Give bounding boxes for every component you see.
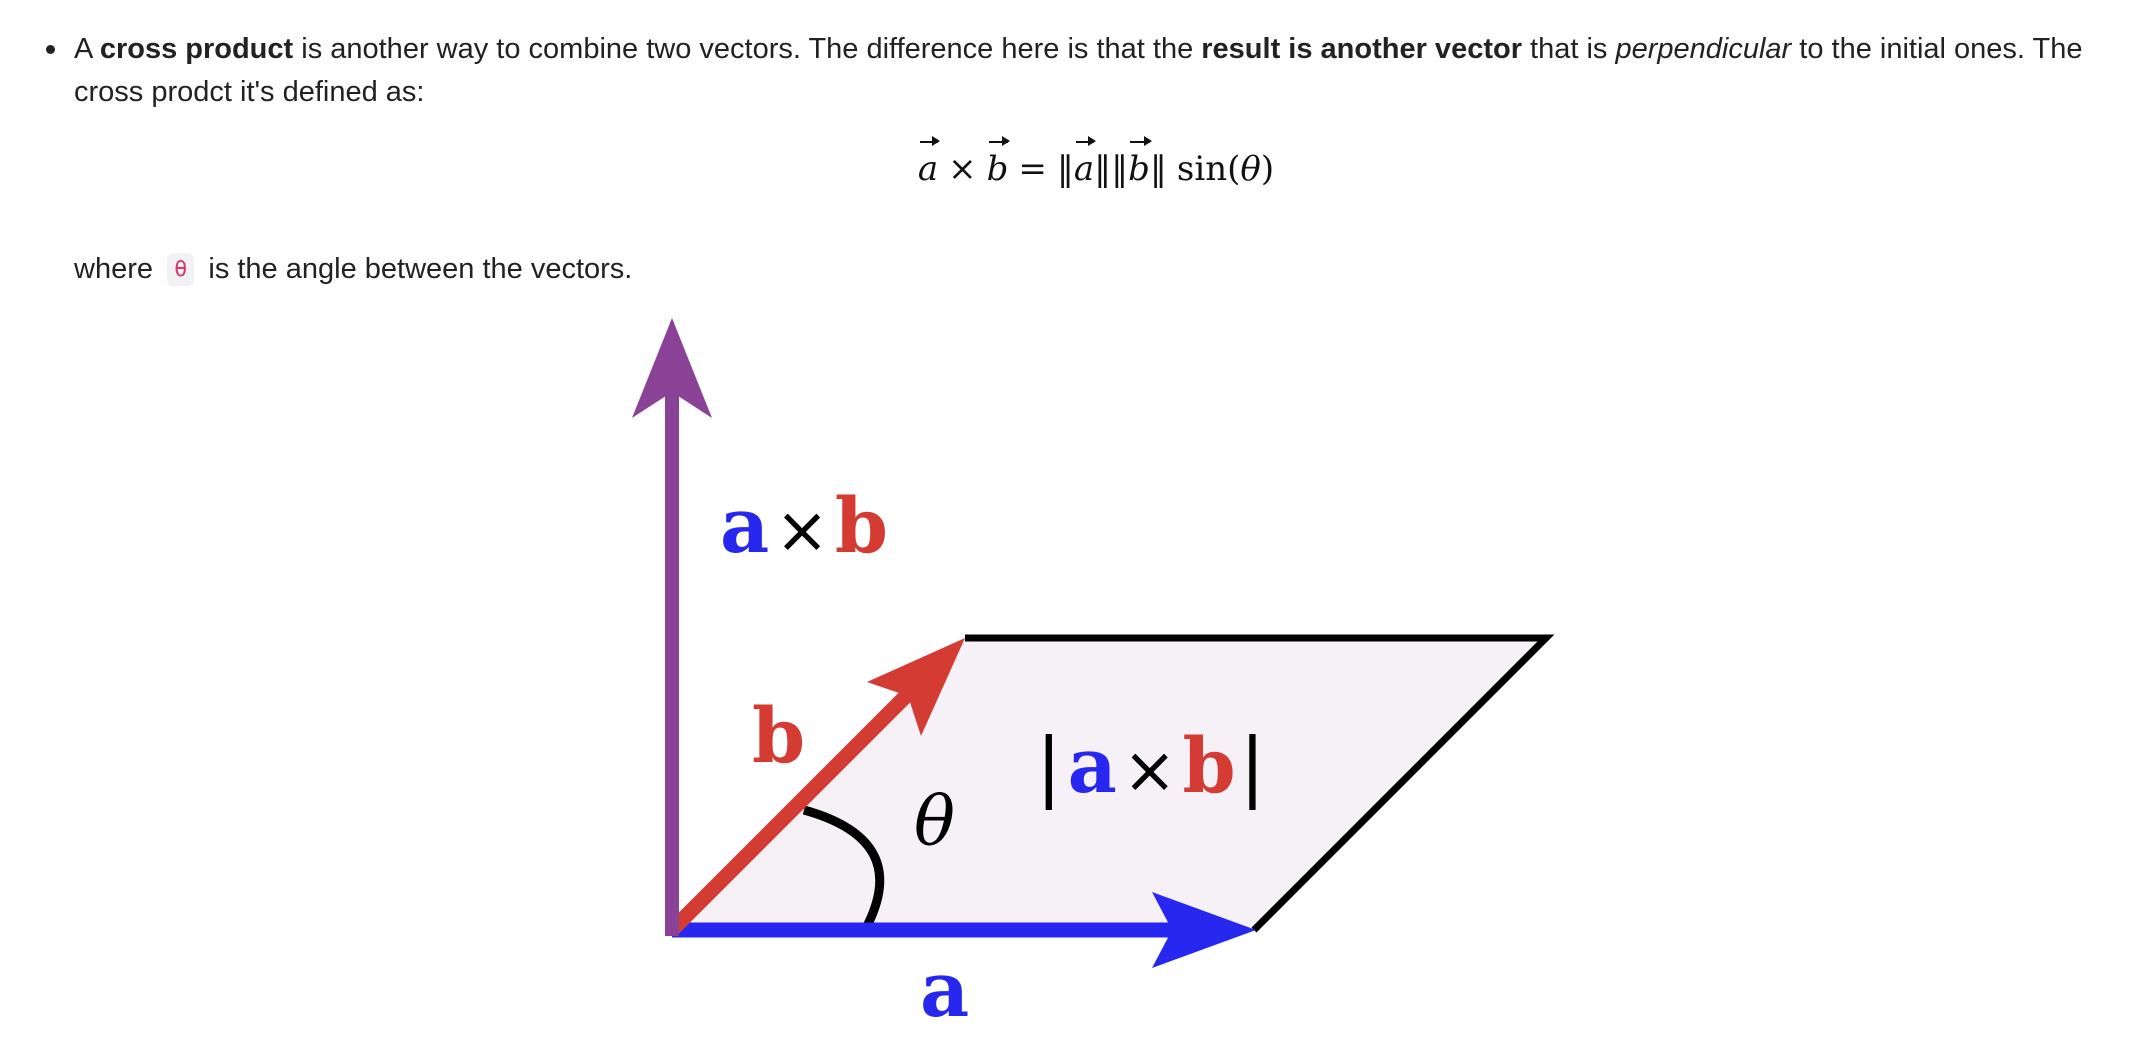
theta-explanation: where θ is the angle between the vectors… — [74, 248, 632, 291]
text-segment: A — [74, 33, 100, 65]
vector-b-label: b — [752, 691, 805, 780]
parallelogram-outline — [965, 634, 1555, 933]
norm-close-b: ‖ — [1149, 149, 1167, 189]
cross-product-arrowhead-icon — [632, 318, 712, 418]
norm-vector-a: a — [1074, 136, 1097, 195]
cross-label-times: × — [775, 494, 829, 568]
vector-b-arrowhead-icon — [867, 638, 965, 736]
magnitude-label-times: × — [1123, 734, 1177, 808]
bold-term-result: result is another vector — [1201, 33, 1522, 65]
norm-open-a: ‖ — [1056, 149, 1074, 189]
paren-open: ( — [1227, 149, 1241, 189]
text-segment: is another way to combine two vectors. T… — [293, 33, 1202, 65]
cross-product-label: a×b — [720, 481, 888, 570]
norm-close-a: ‖ — [1094, 149, 1112, 189]
norm-vector-b: b — [1128, 136, 1152, 195]
cross-label-b: b — [835, 481, 888, 570]
magnitude-bar-right: | — [1240, 721, 1266, 811]
italic-term-perpendicular: perpendicular — [1615, 33, 1792, 65]
cross-product-formula: a × b = ‖a‖‖b‖ sin(θ) — [74, 136, 2118, 195]
text-segment: that is — [1521, 33, 1616, 65]
equals-symbol: = — [1018, 149, 1047, 189]
magnitude-label: |a×b| — [1036, 721, 1265, 811]
sin-function: sin — [1176, 149, 1228, 189]
vector-a-arrowhead-icon — [1152, 892, 1256, 968]
bold-term-cross-product: cross product — [99, 33, 294, 65]
cross-label-a: a — [720, 481, 769, 570]
parallelogram — [672, 638, 1546, 930]
norm-open-b: ‖ — [1111, 149, 1129, 189]
angle-description: is the angle between the vectors. — [208, 253, 633, 285]
where-text: where — [74, 253, 153, 285]
theta-label: θ — [914, 783, 955, 862]
text-segment: to the initial ones. The cross prodct it… — [74, 33, 2083, 108]
magnitude-label-a: a — [1068, 721, 1117, 810]
times-symbol: × — [948, 149, 977, 189]
vector-a-symbol: a — [918, 136, 941, 195]
bullet-cross-product: A cross product is another way to combin… — [46, 28, 2118, 286]
theta-inline-code: θ — [167, 253, 195, 286]
magnitude-label-b: b — [1182, 721, 1235, 810]
bullet-dot-icon — [46, 45, 55, 54]
vector-b-arrow-shaft — [666, 666, 936, 936]
theta-symbol: θ — [1240, 149, 1261, 189]
paren-close: ) — [1260, 149, 1275, 189]
vector-b-symbol: b — [987, 136, 1011, 195]
vector-a-label: a — [920, 945, 969, 1034]
magnitude-bar-left: | — [1036, 721, 1062, 811]
theta-arc — [802, 805, 885, 931]
cross-product-definition: A cross product is another way to combin… — [74, 28, 2118, 114]
